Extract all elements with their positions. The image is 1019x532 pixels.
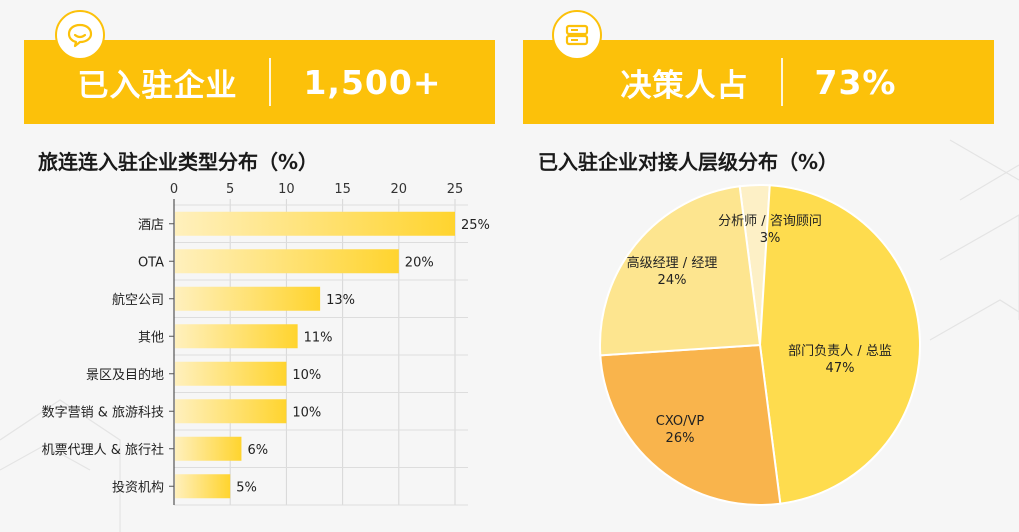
bar (175, 324, 298, 349)
bar-category-label: 酒店 (138, 218, 164, 233)
enterprise-type-bar-chart: 0 5 10 15 20 25 酒店 25% OTA 20% 航空公司 13% 其他 11% 景区及目的地… (42, 182, 490, 506)
bar-category-label: 投资机构 (112, 479, 164, 495)
enterprise-count-banner: 已入驻企业 1,500+ (24, 40, 495, 124)
bar (175, 286, 321, 311)
enterprise-count-label: 已入驻企业 (77, 67, 238, 104)
bar-value-label: 13% (326, 293, 355, 308)
pie-slice-value: 47% (826, 361, 855, 376)
pie-slice (599, 343, 782, 506)
decision-maker-label: 决策人占 (620, 67, 749, 104)
pie-slice (758, 184, 921, 505)
pie-chart-title: 已入驻企业对接人层级分布（%） (538, 150, 839, 174)
bar (175, 474, 231, 499)
bar (175, 361, 287, 386)
x-tick-label: 25 (447, 182, 464, 197)
pie-slice-label: 分析师 / 咨询顾问 (718, 214, 822, 229)
bar-category-label: 景区及目的地 (86, 367, 164, 383)
x-tick-label: 15 (334, 182, 351, 197)
pie-slice (599, 185, 762, 357)
banner-divider (780, 58, 783, 106)
bar-chart-title: 旅连连入驻企业类型分布（%） (38, 150, 319, 174)
bar-value-label: 10% (292, 368, 321, 383)
bar-value-label: 11% (304, 330, 333, 345)
server-stack-icon (552, 10, 602, 60)
chat-bubble-icon (55, 10, 105, 60)
pie-slice-label: 高级经理 / 经理 (627, 255, 718, 271)
pie-slice-value: 3% (760, 231, 781, 246)
bar-category-label: 其他 (138, 330, 164, 345)
x-tick-label: 5 (226, 182, 234, 197)
pie-slice-label: 部门负责人 / 总监 (788, 344, 892, 359)
bar (175, 436, 242, 461)
bar (175, 399, 287, 424)
bar-value-label: 5% (236, 480, 257, 495)
bar (175, 211, 455, 236)
x-tick-label: 20 (391, 182, 408, 197)
banner-divider (269, 58, 272, 106)
bar-category-label: 数字营销 & 旅游科技 (42, 405, 164, 420)
bar-value-label: 6% (247, 443, 268, 458)
pie-slice-label: CXO/VP (656, 414, 705, 429)
x-tick-label: 10 (278, 182, 295, 197)
pie-slice-value: 24% (658, 273, 687, 288)
bar-category-label: OTA (138, 255, 164, 270)
decision-maker-value: 73% (814, 62, 897, 102)
enterprise-count-value: 1,500+ (303, 62, 442, 102)
bar-category-label: 机票代理人 & 旅行社 (42, 442, 164, 458)
decision-maker-banner: 决策人占 73% (523, 40, 994, 124)
bar (175, 249, 399, 274)
bar-value-label: 10% (292, 405, 321, 420)
bar-category-label: 航空公司 (112, 292, 164, 308)
x-tick-label: 0 (170, 182, 178, 197)
bar-value-label: 20% (405, 255, 434, 270)
contact-level-pie-chart: 分析师 / 咨询顾问 3% 部门负责人 / 总监 47% CXO/VP 26% 高级经理 /… (599, 184, 921, 506)
bar-value-label: 25% (461, 218, 490, 233)
pie-slice-value: 26% (666, 431, 695, 446)
